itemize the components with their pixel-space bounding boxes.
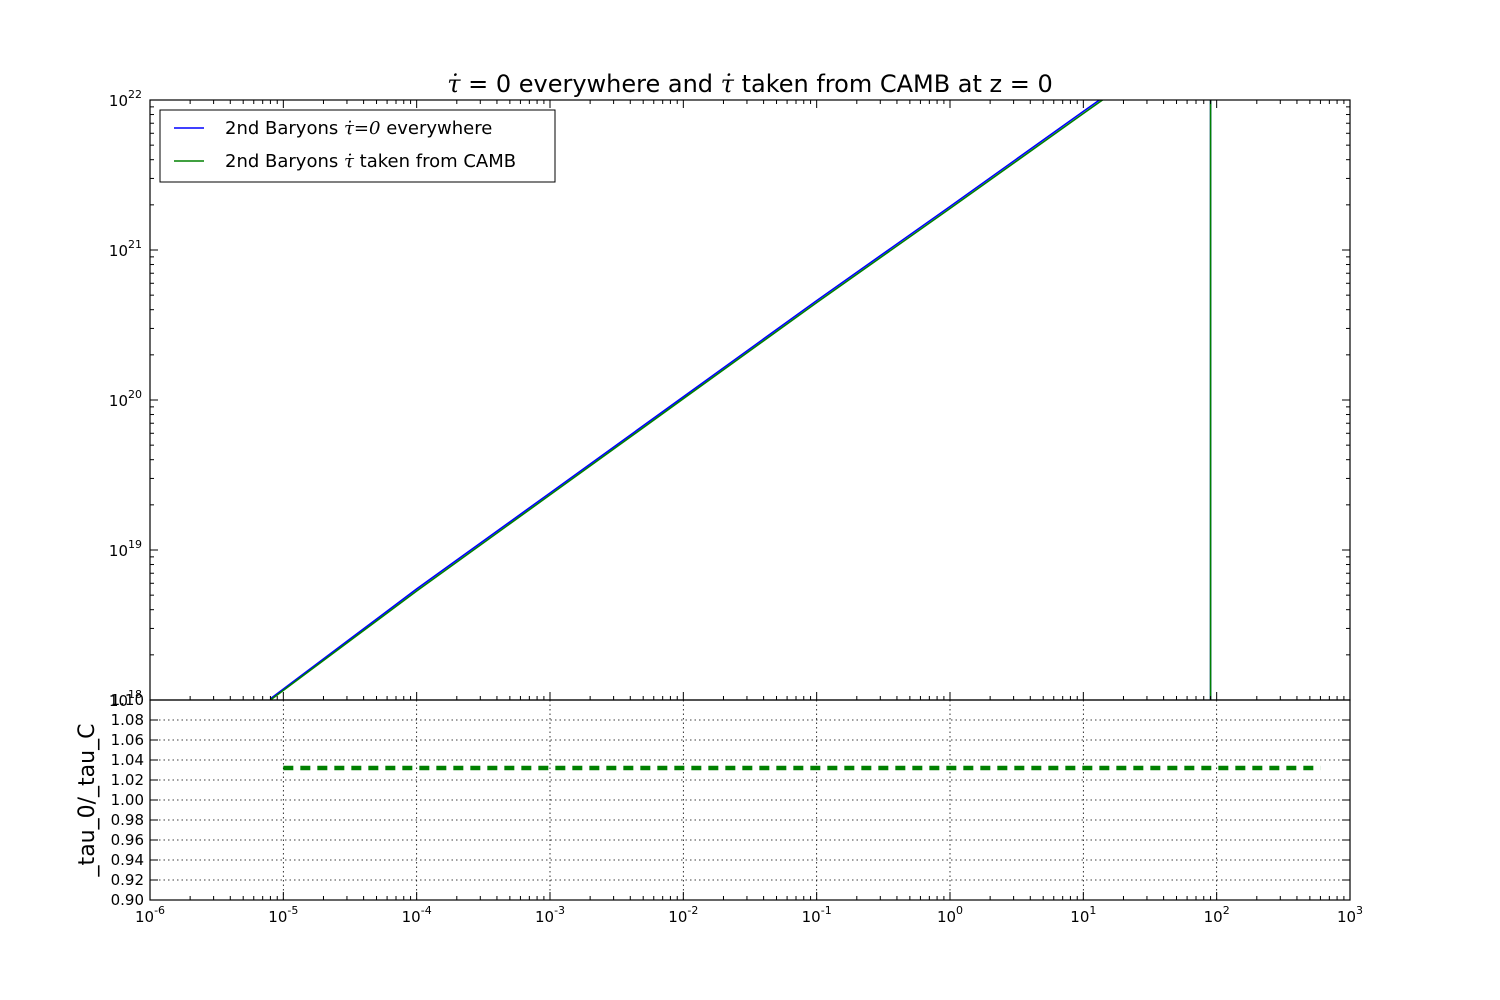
- title-math-symbol: τ̇: [447, 70, 461, 98]
- bottom-y-tick-label: 0.92: [111, 871, 144, 889]
- tick-base: 10: [668, 908, 687, 926]
- tick-exponent: 20: [128, 388, 142, 401]
- title-text-part: taken from CAMB at z = 0: [734, 70, 1053, 98]
- bottom-y-tick-label: 0.98: [111, 811, 144, 829]
- legend-math: τ̇: [344, 151, 355, 172]
- tick-base: 10: [1204, 908, 1223, 926]
- legend-math: τ̇=0: [344, 118, 381, 139]
- legend-label-1: 2nd Baryons τ̇=0 everywhere: [225, 118, 492, 139]
- top-y-tick-label: 1019: [109, 538, 142, 560]
- tick-exponent: 22: [128, 88, 142, 101]
- bottom-x-tick-label: 101: [1070, 904, 1096, 926]
- series-line-1: [269, 100, 1212, 700]
- top-y-tick-label: 1018: [109, 688, 142, 710]
- bottom-x-tick-label: 10-2: [668, 904, 698, 926]
- bottom-x-tick-label: 10-6: [135, 904, 165, 926]
- bottom-y-axis-label: _tau_0/_tau_C: [75, 724, 100, 878]
- bottom-y-tick-label: 1.04: [111, 751, 144, 769]
- bottom-y-tick-label: 1.00: [111, 791, 144, 809]
- legend-text-suffix: taken from CAMB: [354, 151, 516, 172]
- bottom-x-tick-label: 10-5: [268, 904, 298, 926]
- tick-base: 10: [535, 908, 554, 926]
- bottom-grid: [150, 700, 1350, 900]
- bottom-x-tick-label: 10-3: [535, 904, 565, 926]
- legend-text-prefix: 2nd Baryons: [225, 151, 344, 172]
- tick-base: 10: [109, 242, 128, 260]
- bottom-y-tick-label: 1.08: [111, 711, 144, 729]
- tick-exponent: 21: [128, 238, 142, 251]
- bottom-y-tick-label: 1.10: [111, 691, 144, 709]
- tick-base: 10: [402, 908, 421, 926]
- top-y-tick-label: 1021: [109, 238, 142, 260]
- tick-exponent: 3: [1356, 904, 1363, 917]
- tick-base: 10: [109, 542, 128, 560]
- bottom-y-tick-label: 0.94: [111, 851, 144, 869]
- tick-exponent: 0: [956, 904, 963, 917]
- chart-title: τ̇ = 0 everywhere and τ̇ taken from CAMB…: [447, 70, 1053, 98]
- series-line-2: [269, 100, 1212, 700]
- tick-base: 10: [109, 692, 128, 710]
- tick-base: 10: [109, 92, 128, 110]
- tick-base: 10: [802, 908, 821, 926]
- tick-base: 10: [937, 908, 956, 926]
- legend-label-2: 2nd Baryons τ̇ taken from CAMB: [225, 151, 516, 172]
- bottom-x-tick-label: 103: [1337, 904, 1363, 926]
- legend-text-suffix: everywhere: [380, 118, 492, 139]
- tick-exponent: -4: [421, 904, 432, 917]
- tick-exponent: -6: [154, 904, 165, 917]
- bottom-x-tick-label: 102: [1204, 904, 1230, 926]
- legend-text-prefix: 2nd Baryons: [225, 118, 344, 139]
- tick-exponent: -1: [821, 904, 832, 917]
- bottom-y-tick-label: 0.90: [111, 891, 144, 909]
- tick-exponent: 18: [128, 688, 142, 701]
- bottom-x-tick-label: 100: [937, 904, 963, 926]
- tick-base: 10: [1070, 908, 1089, 926]
- title-text-part: = 0 everywhere and: [460, 70, 720, 98]
- top-y-tick-label: 1020: [109, 388, 142, 410]
- bottom-x-tick-label: 10-4: [402, 904, 432, 926]
- bottom-y-tick-label: 1.02: [111, 771, 144, 789]
- tick-exponent: -2: [687, 904, 698, 917]
- tick-base: 10: [1337, 908, 1356, 926]
- tick-exponent: -3: [554, 904, 565, 917]
- tick-exponent: 19: [128, 538, 142, 551]
- tick-exponent: 2: [1223, 904, 1230, 917]
- top-series-group: [269, 100, 1212, 700]
- tick-exponent: 1: [1089, 904, 1096, 917]
- top-y-tick-label: 1022: [109, 88, 142, 110]
- tick-base: 10: [135, 908, 154, 926]
- bottom-x-tick-label: 10-1: [802, 904, 832, 926]
- tick-exponent: -5: [287, 904, 298, 917]
- legend-frame: [159, 109, 556, 183]
- tick-base: 10: [268, 908, 287, 926]
- bottom-y-tick-label: 1.06: [111, 731, 144, 749]
- bottom-plot-panel: 0.90 0.92 0.94 0.96 0.98 1.00 1.02 1.04 1.06 1.08…: [75, 100, 1363, 926]
- title-math-symbol: τ̇: [721, 70, 735, 98]
- tick-base: 10: [109, 392, 128, 410]
- bottom-y-tick-label: 0.96: [111, 831, 144, 849]
- bottom-axis-ticks: 0.90 0.92 0.94 0.96 0.98 1.00 1.02 1.04 1.06 1.08…: [111, 100, 1363, 926]
